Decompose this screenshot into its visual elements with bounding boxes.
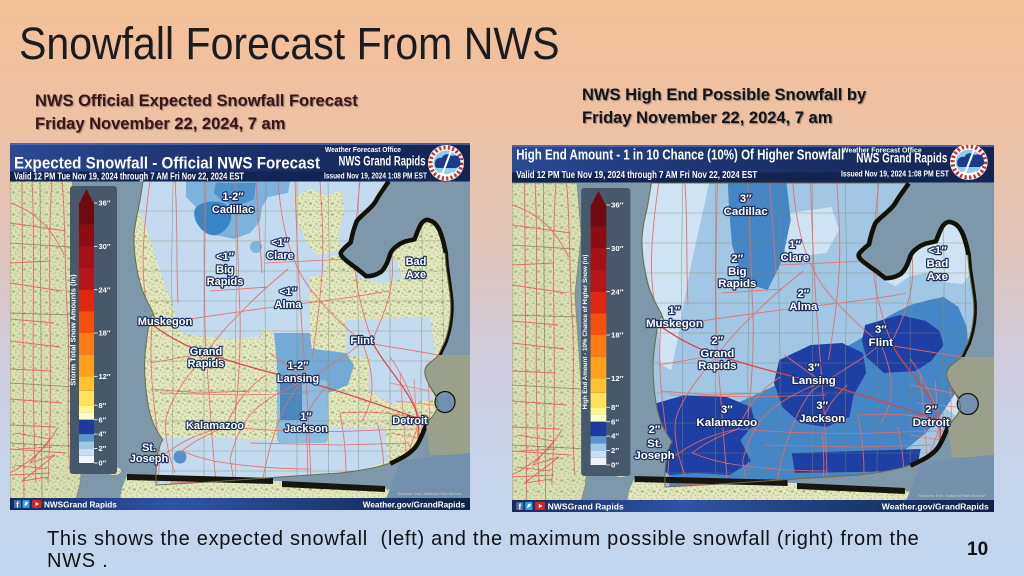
svg-text:Jackson: Jackson — [284, 423, 328, 435]
svg-text:4″: 4″ — [99, 430, 107, 439]
svg-text:Big: Big — [216, 264, 234, 276]
svg-text:Kalamazoo: Kalamazoo — [696, 417, 757, 429]
svg-text:3″: 3″ — [740, 193, 753, 205]
svg-text:2″: 2″ — [99, 444, 107, 453]
svg-text:Flint: Flint — [869, 337, 894, 349]
svg-text:Expected Snowfall - Official N: Expected Snowfall - Official NWS Forecas… — [14, 155, 320, 173]
svg-text:0″: 0″ — [99, 459, 107, 468]
svg-text:Weather.gov/GrandRapids: Weather.gov/GrandRapids — [363, 500, 466, 509]
svg-text:High End Amount - 10% Chance o: High End Amount - 10% Chance of Higher S… — [582, 255, 589, 410]
svg-text:6″: 6″ — [99, 415, 107, 424]
svg-text:NWS Grand Rapids: NWS Grand Rapids — [339, 154, 426, 169]
svg-text:0″: 0″ — [611, 461, 619, 470]
svg-text:NWS Grand Rapids: NWS Grand Rapids — [856, 150, 947, 166]
svg-text:St.: St. — [142, 442, 156, 454]
svg-text:Clare: Clare — [781, 252, 810, 264]
svg-text:24″: 24″ — [611, 287, 624, 296]
svg-text:12″: 12″ — [611, 374, 624, 383]
svg-text:2″: 2″ — [731, 253, 744, 265]
svg-text:Axe: Axe — [927, 271, 948, 283]
svg-text:Valid 12 PM Tue Nov 19, 2024 t: Valid 12 PM Tue Nov 19, 2024 through 7 A… — [14, 171, 244, 183]
svg-text:Rapids: Rapids — [718, 278, 756, 290]
svg-text:8″: 8″ — [611, 403, 619, 412]
svg-text:30″: 30″ — [611, 244, 624, 253]
svg-text:Bad: Bad — [927, 258, 949, 270]
svg-text:f: f — [518, 503, 521, 512]
svg-text:36″: 36″ — [99, 199, 111, 208]
svg-text:Rapids: Rapids — [188, 358, 225, 370]
svg-text:1″: 1″ — [300, 411, 312, 423]
svg-text:4″: 4″ — [611, 432, 619, 441]
svg-text:2″: 2″ — [925, 404, 938, 416]
svg-text:Weather Forecast Office: Weather Forecast Office — [325, 147, 401, 154]
svg-text:Cadillac: Cadillac — [212, 204, 254, 216]
svg-text:30″: 30″ — [99, 242, 111, 251]
svg-text:<1″: <1″ — [216, 251, 235, 263]
svg-text:Rapids: Rapids — [207, 276, 244, 288]
svg-text:1-2″: 1-2″ — [287, 360, 309, 372]
svg-text:18″: 18″ — [611, 331, 624, 340]
svg-text:St.: St. — [647, 438, 662, 450]
svg-text:Big: Big — [728, 266, 747, 278]
svg-text:2″: 2″ — [611, 446, 619, 455]
svg-text:<1″: <1″ — [928, 245, 947, 257]
svg-text:3″: 3″ — [875, 324, 888, 336]
svg-text:1″: 1″ — [668, 305, 681, 317]
svg-text:<1″: <1″ — [271, 237, 290, 249]
svg-text:Storm Total Snow Amounts (In): Storm Total Snow Amounts (In) — [69, 274, 78, 386]
svg-text:2″: 2″ — [711, 335, 724, 347]
svg-text:Issued Nov 19, 2024 1:08 PM ES: Issued Nov 19, 2024 1:08 PM EST — [324, 172, 427, 181]
svg-text:3″: 3″ — [721, 404, 734, 416]
svg-text:24″: 24″ — [99, 285, 111, 294]
svg-text:<1″: <1″ — [279, 286, 298, 298]
svg-text:Sources: Esri, National Park S: Sources: Esri, National Park Service — [398, 491, 463, 496]
svg-text:2″: 2″ — [649, 424, 662, 436]
svg-text:Jackson: Jackson — [799, 413, 845, 425]
svg-text:Issued Nov 19, 2024 1:08 PM ES: Issued Nov 19, 2024 1:08 PM EST — [841, 170, 949, 179]
svg-text:Grand: Grand — [700, 348, 734, 360]
svg-text:Bad: Bad — [406, 256, 427, 268]
svg-text:Clare: Clare — [266, 250, 294, 262]
svg-text:Lansing: Lansing — [277, 373, 319, 385]
svg-text:12″: 12″ — [99, 372, 111, 381]
svg-text:Kalamazoo: Kalamazoo — [186, 420, 244, 432]
svg-text:Weather.gov/GrandRapids: Weather.gov/GrandRapids — [882, 501, 989, 511]
svg-text:Lansing: Lansing — [792, 375, 836, 387]
svg-text:High End Amount - 1 in 10 Chan: High End Amount - 1 in 10 Chance (10%) O… — [516, 147, 844, 164]
svg-text:Detroit: Detroit — [392, 415, 428, 427]
svg-text:6″: 6″ — [611, 417, 619, 426]
svg-text:Grand: Grand — [190, 346, 222, 358]
svg-text:Detroit: Detroit — [913, 417, 950, 429]
svg-text:18″: 18″ — [99, 329, 111, 338]
svg-text:Alma: Alma — [275, 299, 303, 311]
svg-text:Alma: Alma — [789, 301, 818, 313]
svg-text:Weather Forecast Office: Weather Forecast Office — [842, 147, 922, 155]
svg-text:Sources: Esri, National Park S: Sources: Esri, National Park Service — [918, 493, 986, 498]
svg-text:Valid 12 PM Tue Nov 19, 2024 t: Valid 12 PM Tue Nov 19, 2024 through 7 A… — [516, 169, 757, 181]
svg-text:36″: 36″ — [611, 201, 624, 210]
svg-text:2″: 2″ — [797, 288, 810, 300]
svg-text:Joseph: Joseph — [634, 450, 674, 462]
svg-text:Muskegon: Muskegon — [646, 318, 703, 330]
svg-text:1″: 1″ — [789, 239, 802, 251]
svg-text:8″: 8″ — [99, 401, 107, 410]
svg-text:1-2″: 1-2″ — [222, 191, 244, 203]
svg-text:Cadillac: Cadillac — [724, 206, 768, 218]
svg-text:NWSGrand Rapids: NWSGrand Rapids — [548, 501, 625, 511]
svg-text:Axe: Axe — [406, 269, 426, 281]
svg-text:3″: 3″ — [816, 400, 829, 412]
svg-text:f: f — [16, 501, 19, 510]
svg-text:Muskegon: Muskegon — [138, 316, 193, 328]
svg-text:Joseph: Joseph — [130, 453, 169, 465]
svg-text:NWSGrand Rapids: NWSGrand Rapids — [44, 500, 117, 509]
svg-text:Rapids: Rapids — [698, 360, 736, 372]
svg-text:Flint: Flint — [350, 335, 374, 347]
svg-text:3″: 3″ — [808, 362, 821, 374]
